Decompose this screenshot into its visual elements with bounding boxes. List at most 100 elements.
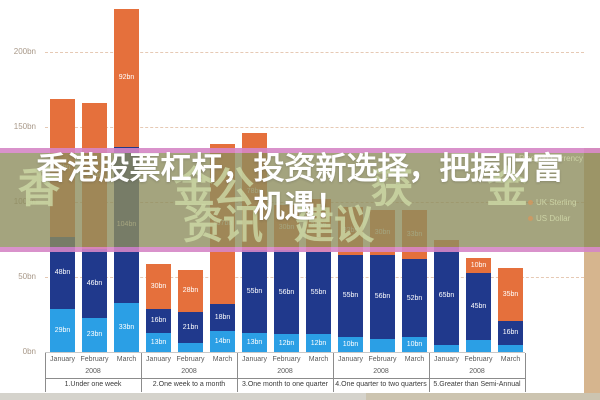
bar-segment: 21bn xyxy=(178,311,203,343)
bar-segment: 28bn xyxy=(178,269,203,312)
x-axis-baseline xyxy=(45,352,525,353)
watermark-glyph: 获 xyxy=(371,164,414,211)
bar-segment: 45bn xyxy=(466,272,491,340)
y-axis-tick-label: 0bn xyxy=(22,347,36,356)
bar-segment: 55bn xyxy=(242,250,267,333)
bar-segment: 10bn xyxy=(402,337,427,352)
promo-overlay-banner: 香金公获金资讯 建议 Pledged Currency UK Sterling US… xyxy=(0,148,600,252)
bar-segment: 13bn xyxy=(242,332,267,352)
bar-segment: 56bn xyxy=(274,250,299,334)
gridline xyxy=(45,52,584,53)
year-label: 2008 xyxy=(277,368,293,375)
bar-segment: 12bn xyxy=(306,334,331,352)
bar-value-label: 13bn xyxy=(150,338,167,346)
bar-value-label: 23bn xyxy=(86,331,103,339)
bar-segment: 30bn xyxy=(146,263,171,309)
bar-value-label: 56bn xyxy=(278,288,295,296)
bar-segment: 92bn xyxy=(114,8,139,147)
group-divider-line xyxy=(333,353,334,392)
legend-item-label: US Dollar xyxy=(536,214,571,223)
bar-value-label: 56bn xyxy=(374,293,391,300)
year-label: 2008 xyxy=(469,368,485,375)
month-label: January xyxy=(146,356,171,363)
bar-value-label: 33bn xyxy=(118,323,135,331)
year-label: 2008 xyxy=(373,368,389,375)
month-label: January xyxy=(338,356,363,363)
month-label: January xyxy=(50,356,75,363)
bar-segment: 29bn xyxy=(50,308,75,352)
y-axis-tick-label: 150bn xyxy=(13,122,36,131)
footer-strip-right xyxy=(366,393,600,400)
bar-value-label: 16bn xyxy=(502,329,519,336)
bar-value-label: 35bn xyxy=(502,290,519,298)
bar-value-label: 21bn xyxy=(182,323,199,331)
watermark-glyph: 金 xyxy=(486,164,529,211)
month-label: March xyxy=(404,356,425,363)
watermark-glyph: 建议 xyxy=(294,203,374,247)
bar-value-label: 18bn xyxy=(214,314,231,321)
bar-value-label: 55bn xyxy=(342,292,359,300)
group-bracket-line xyxy=(45,378,525,379)
year-label: 2008 xyxy=(85,368,101,375)
bar-value-label: 16bn xyxy=(150,317,167,324)
month-label: February xyxy=(176,356,205,363)
month-label: February xyxy=(80,356,109,363)
month-label: February xyxy=(272,356,301,363)
bar-segment: 55bn xyxy=(306,251,331,334)
tenor-group-label: 5.Greater than Semi-Annual xyxy=(433,381,521,388)
bar-value-label: 46bn xyxy=(86,279,103,287)
bar-value-label: 48bn xyxy=(54,269,71,276)
bar-value-label: 29bn xyxy=(54,326,71,334)
tenor-group-label: 3.One month to one quarter xyxy=(242,381,328,388)
bar-segment: 56bn xyxy=(370,254,395,339)
group-divider-line xyxy=(429,353,430,392)
year-label: 2008 xyxy=(181,368,197,375)
bar-value-label: 55bn xyxy=(310,289,327,297)
legend-bullet-icon xyxy=(528,200,533,206)
bar-segment xyxy=(466,340,491,352)
bar-segment: 16bn xyxy=(498,320,523,345)
legend-bullet-icon xyxy=(528,216,533,222)
tenor-group-label: 2.One week to a month xyxy=(152,381,226,388)
month-label: March xyxy=(500,356,521,363)
month-label: March xyxy=(212,356,233,363)
footer-strip-left xyxy=(0,393,366,400)
legend-item-label: UK Sterling xyxy=(536,198,577,207)
bar-segment: 35bn xyxy=(498,268,523,321)
month-label: March xyxy=(116,356,137,363)
bar-segment: 14bn xyxy=(210,331,235,352)
bar-segment: 46bn xyxy=(82,248,107,318)
watermark-glyph: 金 xyxy=(173,164,216,211)
overlay-pink-strip-bottom xyxy=(0,247,600,252)
bar-segment: 55bn xyxy=(338,254,363,337)
bar-segment: 52bn xyxy=(402,259,427,337)
overlay-title-line1: 香港股票杠杆，投资新选择，把握财富 xyxy=(36,151,564,186)
bar-value-label: 14bn xyxy=(214,338,231,345)
bar-segment xyxy=(498,344,523,352)
legend-item: US Dollar xyxy=(528,214,570,223)
bar-value-label: 92bn xyxy=(118,74,135,81)
bar-value-label: 55bn xyxy=(246,287,263,295)
bar-value-label: 12bn xyxy=(310,339,327,347)
bar-segment: 65bn xyxy=(434,247,459,345)
legend-title: Pledged Currency xyxy=(519,154,584,163)
month-label: January xyxy=(434,356,459,363)
overlay-title-line2: 机遇！ xyxy=(253,189,347,224)
month-label: March xyxy=(308,356,329,363)
gridline xyxy=(45,127,584,128)
chart-legend: Pledged Currency UK Sterling US Dollar xyxy=(519,154,584,223)
bar-segment: 23bn xyxy=(82,317,107,352)
bar-segment xyxy=(178,343,203,352)
overlay-pink-strip-top xyxy=(0,148,600,153)
bar-value-label: 30bn xyxy=(150,282,167,290)
watermark-glyph: 公 xyxy=(212,164,255,211)
legend-item: UK Sterling xyxy=(528,198,576,207)
bar-segment: 12bn xyxy=(274,334,299,352)
y-axis-tick-label: 200bn xyxy=(13,47,36,56)
bar-value-label: 10bn xyxy=(406,341,423,348)
group-divider-line xyxy=(141,353,142,392)
bar-segment xyxy=(434,344,459,352)
bar-segment: 33bn xyxy=(114,302,139,352)
